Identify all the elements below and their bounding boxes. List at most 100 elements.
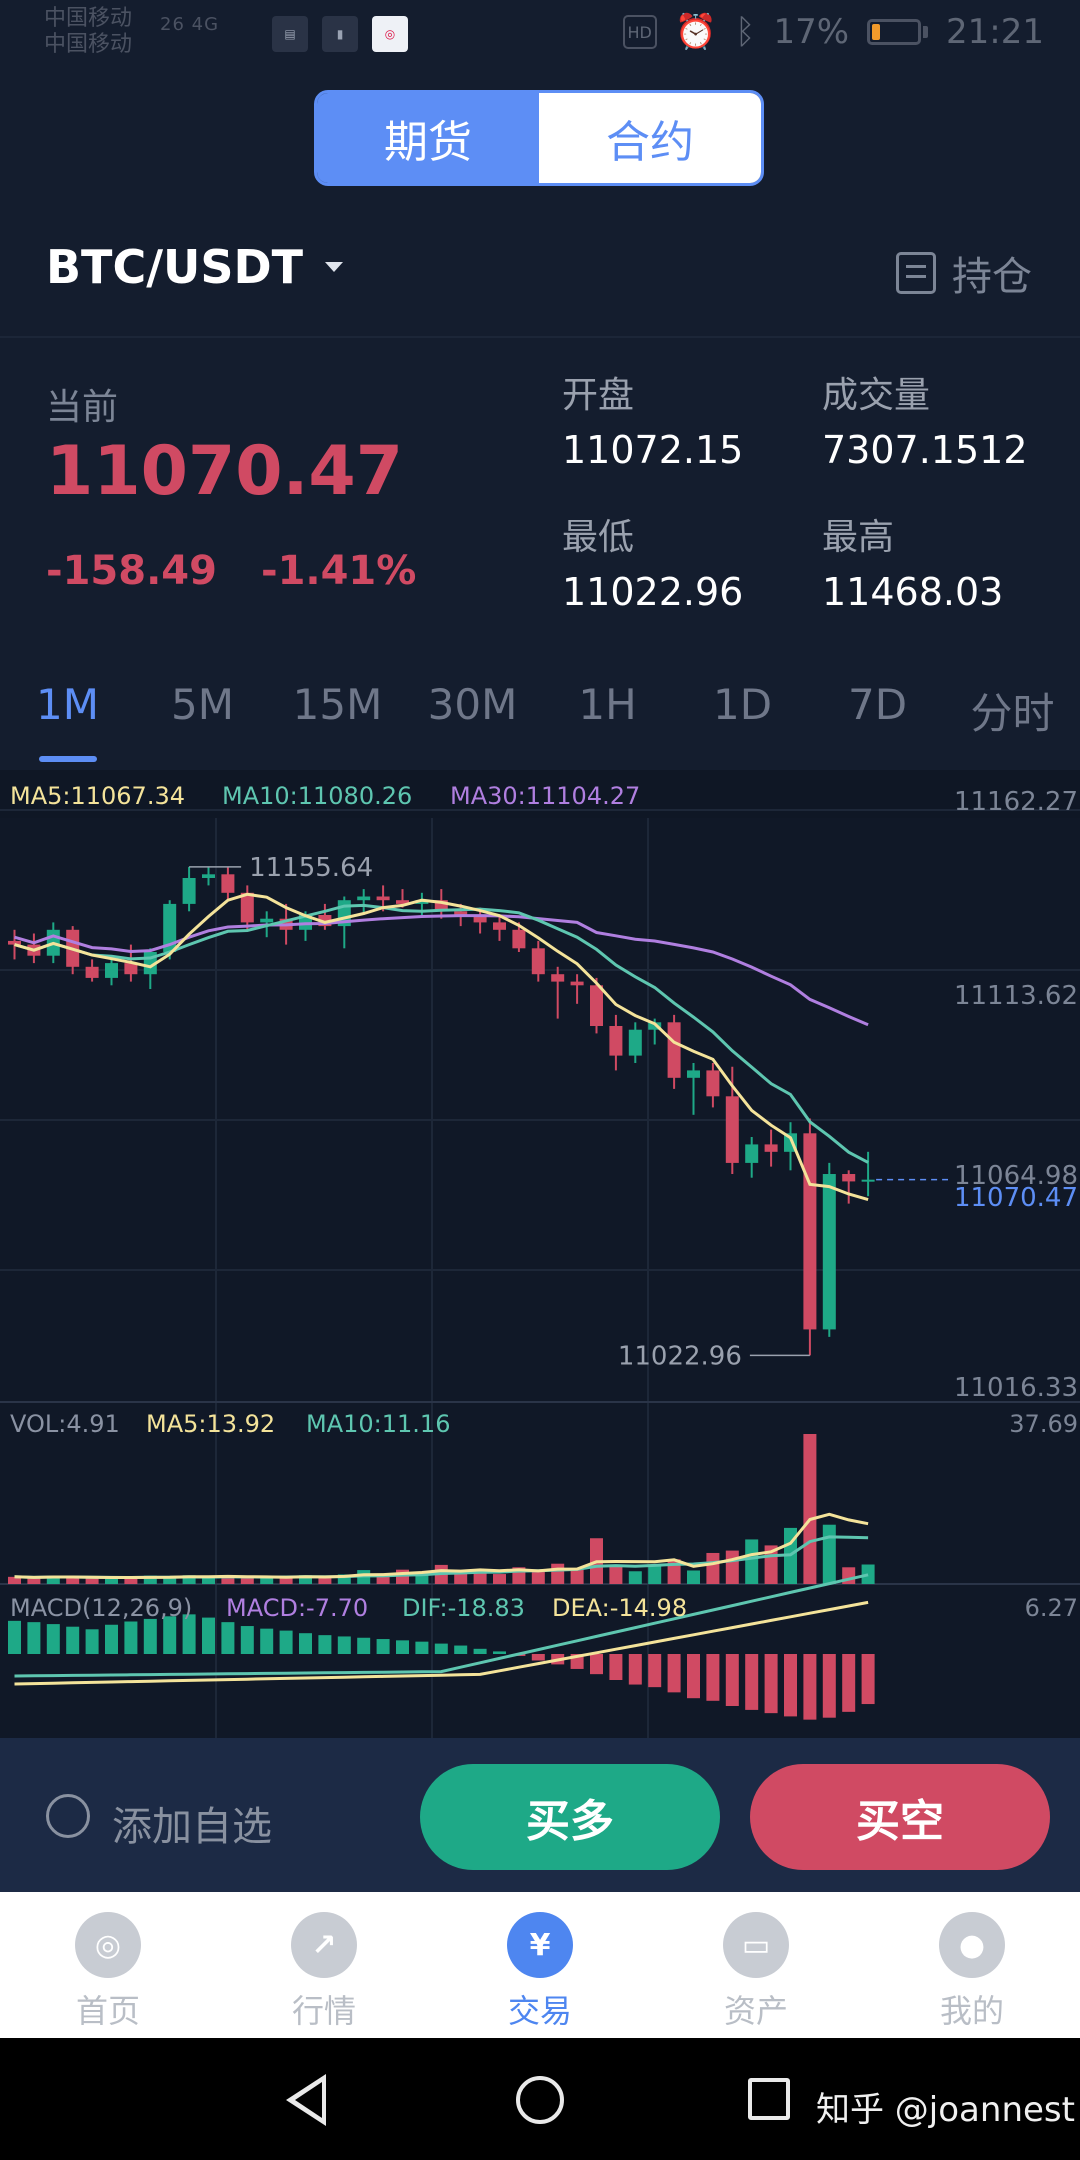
macd-bar-32 (628, 1654, 642, 1685)
macd-bar-20 (396, 1640, 409, 1654)
kline-chart[interactable]: MA5:11067.34 MA10:11080.26 MA30:11104.27 11… (0, 770, 1080, 1738)
status-bar: 中国移动 中国移动 26 4G ▤ ▮ ◎ HD ⏰ ᛒ 17% 21:21 (0, 0, 1080, 72)
current-label: 当前 (46, 387, 119, 428)
nav-item-trade[interactable]: ¥ 交易 (432, 1892, 648, 2038)
candle-41 (803, 1133, 817, 1330)
candle-35 (687, 1070, 700, 1078)
home-icon: ◎ (75, 1912, 141, 1978)
segment-contract[interactable]: 合约 (539, 93, 761, 183)
macd-bar-27 (531, 1654, 545, 1661)
candle-21 (415, 900, 429, 904)
max-marker-label: 11155.64 (249, 853, 373, 883)
candle-16 (318, 915, 332, 927)
add-watchlist-label[interactable]: 添加自选 (112, 1804, 272, 1850)
nav-label-trade: 交易 (507, 1992, 572, 2030)
candle-39 (764, 1144, 778, 1152)
document-icon (896, 252, 936, 294)
volume-bar-5 (105, 1577, 118, 1584)
buy-long-button[interactable]: 买多 (420, 1764, 720, 1870)
tab-1h[interactable]: 1H (578, 680, 637, 729)
timeframe-tabs: 1M 5M 15M 30M 1H 1D 7D 分时 (0, 670, 1080, 770)
recents-icon[interactable] (748, 2078, 790, 2120)
watermark: 知乎 @joannest (816, 2090, 1075, 2130)
macd-bar-41 (803, 1654, 817, 1720)
ma10-line (14, 903, 869, 1164)
volume-bar-1 (27, 1578, 41, 1584)
alarm-icon: ⏰ (674, 12, 718, 52)
pair-selector[interactable]: BTC/USDT (46, 240, 344, 294)
macd-bar-35 (687, 1654, 700, 1699)
home-icon[interactable] (516, 2076, 564, 2124)
volume-bar-10 (202, 1577, 215, 1584)
ma10-legend: MA10:11080.26 (222, 782, 412, 810)
candle-44 (861, 1179, 875, 1182)
volume-bar-25 (493, 1574, 506, 1584)
macd-bar-17 (337, 1636, 351, 1654)
back-icon[interactable] (286, 2074, 326, 2126)
volume-bar-11 (221, 1576, 235, 1584)
nav-label-profile: 我的 (939, 1992, 1004, 2030)
vol-ma10-legend: MA10:11.16 (306, 1410, 450, 1438)
volume-bar-6 (124, 1578, 138, 1584)
tab-30m[interactable]: 30M (427, 680, 518, 729)
tab-5m[interactable]: 5M (171, 680, 234, 729)
high-value: 11468.03 (822, 570, 1004, 614)
volume-value: 7307.1512 (822, 428, 1028, 472)
profile-icon: ● (939, 1912, 1005, 1978)
candle-26 (512, 929, 526, 949)
position-label: 持仓 (952, 254, 1032, 300)
nav-item-profile[interactable]: ● 我的 (864, 1892, 1080, 2038)
candle-28 (551, 974, 565, 982)
trade-icon: ¥ (507, 1912, 573, 1978)
macd-bar-37 (725, 1654, 739, 1706)
volume-bar-9 (182, 1575, 196, 1584)
macd-bar-24 (473, 1648, 487, 1654)
tab-15m[interactable]: 15M (292, 680, 383, 729)
nav-item-assets[interactable]: ▭ 资产 (648, 1892, 864, 2038)
macd-bar-30 (590, 1654, 603, 1675)
candle-22 (434, 900, 448, 912)
macd-bar-2 (46, 1624, 60, 1654)
tab-1m[interactable]: 1M (0, 670, 135, 770)
y-tick-0: 11162.27 (954, 787, 1078, 817)
nav-item-home[interactable]: ◎ 首页 (0, 1892, 216, 2038)
tab-1d[interactable]: 1D (712, 680, 773, 729)
ma30-legend: MA30:11104.27 (450, 782, 640, 810)
tab-7d[interactable]: 7D (847, 680, 908, 729)
macd-bar-6 (124, 1621, 138, 1654)
candle-30 (590, 985, 603, 1027)
ma5-legend: MA5:11067.34 (10, 782, 185, 810)
segment-futures[interactable]: 期货 (317, 93, 539, 183)
battery-percent: 17% (773, 12, 850, 52)
change-percent: -1.41% (260, 548, 417, 594)
divider (0, 336, 1080, 338)
watch-checkbox[interactable] (46, 1794, 90, 1838)
vol-ma5-legend: MA5:13.92 (146, 1410, 275, 1438)
candle-9 (182, 878, 196, 904)
candle-8 (163, 903, 177, 953)
macd-bar-43 (842, 1654, 856, 1712)
volume-bar-14 (279, 1576, 293, 1584)
last-price-label: 11070.47 (954, 1183, 1078, 1213)
candle-6 (124, 963, 138, 975)
nav-label-assets: 资产 (723, 1992, 788, 2030)
volume-bar-4 (85, 1578, 99, 1584)
candle-18 (357, 896, 371, 901)
volume-bar-0 (8, 1576, 21, 1584)
candle-11 (221, 874, 235, 893)
macd-bar-14 (279, 1630, 293, 1654)
macd-title: MACD(12,26,9) (10, 1594, 192, 1622)
macd-bar-0 (8, 1620, 21, 1654)
position-button[interactable]: 持仓 (896, 244, 1032, 302)
nav-item-market[interactable]: ↗ 行情 (216, 1892, 432, 2038)
candle-37 (725, 1096, 739, 1163)
signal-icon: 26 4G (160, 14, 220, 35)
candle-29 (570, 981, 584, 986)
hd-icon: HD (622, 15, 657, 49)
macd-bar-36 (706, 1654, 720, 1701)
vol-max-label: 37.69 (1009, 1410, 1078, 1438)
tab-分时[interactable]: 分时 (970, 689, 1055, 738)
candle-36 (706, 1070, 720, 1097)
macd-bar-15 (299, 1633, 312, 1654)
sell-short-button[interactable]: 买空 (750, 1764, 1050, 1870)
